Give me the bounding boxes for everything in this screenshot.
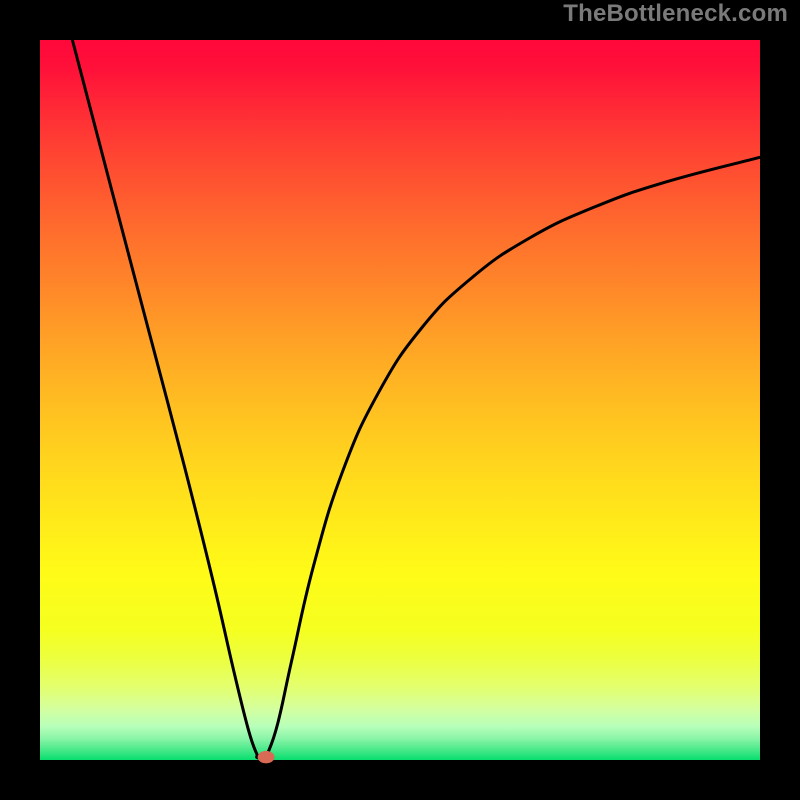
bottleneck-chart xyxy=(0,0,800,800)
chart-container: TheBottleneck.com xyxy=(0,0,800,800)
watermark-text: TheBottleneck.com xyxy=(563,0,788,28)
plot-background xyxy=(40,40,760,760)
min-marker xyxy=(258,751,274,763)
